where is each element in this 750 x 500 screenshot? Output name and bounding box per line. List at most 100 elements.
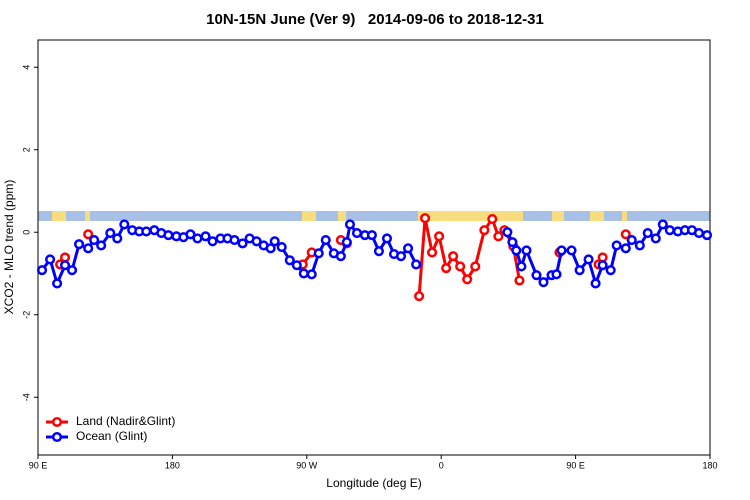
x-tick-label: 90 E — [29, 460, 48, 470]
legend-marker — [51, 431, 63, 443]
data-point — [36, 265, 48, 276]
data-point — [395, 251, 407, 262]
data-point — [373, 246, 384, 257]
data-point — [341, 237, 352, 248]
data-point — [381, 233, 393, 244]
data-point — [538, 277, 549, 288]
data-point — [200, 231, 211, 242]
data-point — [420, 213, 431, 224]
data-point — [237, 238, 248, 249]
data-point — [52, 278, 63, 289]
y-tick-label: 2 — [21, 147, 31, 152]
data-point — [192, 233, 203, 244]
data-point — [269, 236, 280, 247]
data-point — [441, 263, 452, 274]
data-point — [74, 239, 85, 250]
data-point — [320, 235, 331, 246]
data-point — [531, 270, 542, 281]
data-point — [251, 236, 262, 247]
data-point — [141, 226, 152, 237]
data-point — [185, 229, 196, 240]
data-point — [448, 251, 459, 262]
data-point — [507, 237, 518, 248]
x-tick-label: 90 W — [296, 460, 318, 470]
x-tick-label: 180 — [165, 460, 180, 470]
legend-label: Ocean (Glint) — [76, 429, 147, 443]
data-point — [276, 242, 287, 253]
y-tick-label: -2 — [21, 311, 31, 319]
data-point — [291, 260, 302, 271]
data-point — [96, 240, 107, 251]
data-point — [511, 245, 522, 256]
data-point — [462, 274, 473, 285]
data-point — [59, 260, 71, 271]
y-axis-label: XCO2 - MLO trend (ppm) — [2, 180, 16, 315]
data-point — [597, 252, 608, 263]
data-point — [402, 243, 414, 254]
data-point — [583, 254, 594, 265]
data-point — [105, 228, 116, 239]
data-point — [620, 229, 631, 240]
data-point — [597, 260, 608, 271]
data-point — [344, 219, 356, 230]
data-point — [620, 243, 631, 254]
data-point — [611, 240, 622, 251]
y-tick-label: -4 — [21, 393, 31, 401]
data-point — [590, 278, 601, 289]
data-point — [83, 229, 94, 240]
data-point — [657, 219, 668, 230]
data-point — [487, 213, 498, 225]
data-point — [306, 269, 317, 280]
data-point — [634, 240, 645, 251]
data-point — [455, 261, 466, 272]
y-tick-label: 4 — [21, 65, 31, 70]
data-point — [45, 254, 56, 265]
plot-frame — [37, 39, 711, 456]
data-point — [701, 230, 713, 241]
data-point — [163, 230, 174, 241]
data-point — [434, 231, 445, 242]
data-point — [366, 230, 377, 241]
data-point — [493, 231, 504, 242]
data-point — [89, 235, 100, 246]
data-point — [693, 228, 704, 239]
x-tick-label: 0 — [439, 460, 444, 470]
data-point — [112, 233, 123, 244]
data-point — [502, 227, 513, 238]
land-mask-strip — [38, 211, 710, 221]
data-point — [556, 245, 567, 256]
data-point — [664, 225, 675, 236]
data-point — [642, 228, 653, 239]
data-point — [470, 261, 481, 272]
x-tick-label: 90 E — [566, 460, 585, 470]
data-point — [119, 219, 130, 230]
data-point — [66, 265, 78, 276]
data-point — [551, 269, 562, 280]
legend-marker — [51, 416, 63, 428]
data-point — [516, 261, 527, 272]
legend-label: Land (Nadir&Glint) — [76, 414, 175, 428]
chart-title: 10N-15N June (Ver 9) 2014-09-06 to 2018-… — [206, 11, 544, 28]
data-point — [284, 255, 295, 266]
data-point — [626, 235, 637, 246]
data-point — [411, 259, 422, 270]
data-point — [298, 268, 309, 279]
data-point — [605, 265, 616, 276]
data-point — [335, 251, 346, 262]
data-point — [351, 228, 363, 239]
data-point — [207, 236, 218, 247]
data-point — [514, 275, 525, 286]
y-tick-label: 0 — [21, 230, 31, 235]
data-point — [479, 225, 490, 236]
data-point — [229, 235, 240, 246]
data-point — [566, 245, 577, 256]
data-point — [414, 291, 425, 302]
data-point — [521, 245, 532, 256]
x-tick-label: 180 — [702, 460, 717, 470]
data-point — [83, 243, 94, 254]
data-point — [427, 247, 438, 258]
data-point — [265, 243, 276, 254]
data-point — [59, 252, 71, 263]
x-axis-label: Longitude (deg E) — [326, 476, 421, 490]
